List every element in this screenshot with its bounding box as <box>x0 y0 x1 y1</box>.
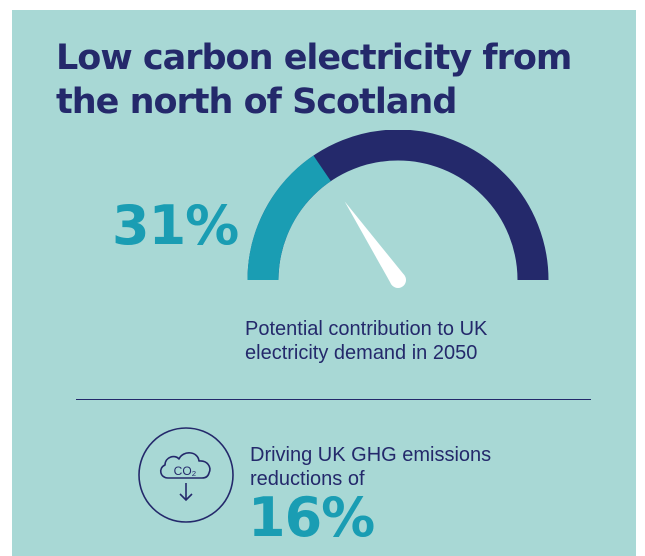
emissions-percent-label: 16% <box>248 486 375 549</box>
emissions-caption: Driving UK GHG emissions reductions of <box>250 444 492 490</box>
gauge-arc-filled <box>247 155 332 281</box>
gauge-chart <box>247 130 549 288</box>
page-title: Low carbon electricity from the north of… <box>56 38 572 122</box>
divider <box>76 399 591 400</box>
infographic-panel <box>12 10 636 556</box>
gauge-needle-hub <box>390 272 406 288</box>
gauge-percent-label: 31% <box>112 194 239 257</box>
gauge-caption: Potential contribution to UK electricity… <box>245 318 488 364</box>
gauge-needle <box>344 201 405 285</box>
co2-reduction-icon: CO₂ <box>136 425 236 525</box>
co2-label: CO₂ <box>174 464 197 478</box>
